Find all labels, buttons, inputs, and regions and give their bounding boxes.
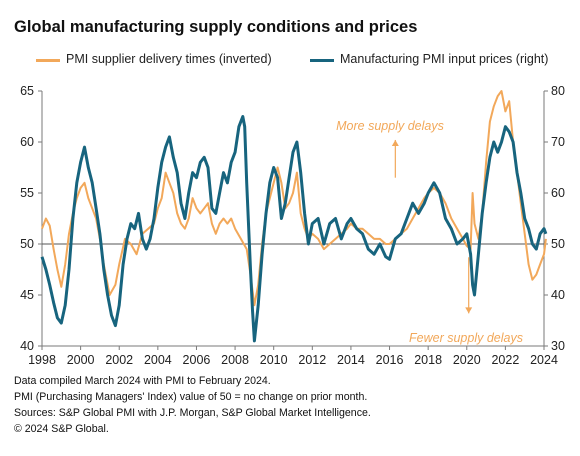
right-tick-label: 70 [551, 135, 565, 149]
right-tick-label: 40 [551, 288, 565, 302]
footnote-copyright: © 2024 S&P Global. [14, 423, 109, 435]
x-tick-label: 2012 [298, 353, 326, 367]
right-tick-label: 30 [551, 339, 565, 353]
left-tick-label: 65 [20, 84, 34, 98]
legend-swatch-supplier [36, 59, 60, 62]
x-tick-label: 2006 [183, 353, 211, 367]
right-tick-label: 50 [551, 237, 565, 251]
annotation-fewer-supply-delays: Fewer supply delays [409, 331, 523, 345]
left-tick-label: 60 [20, 135, 34, 149]
left-tick-label: 45 [20, 288, 34, 302]
right-tick-label: 80 [551, 84, 565, 98]
legend-label-prices: Manufacturing PMI input prices (right) [340, 52, 549, 66]
footnote-compiled: Data compiled March 2024 with PMI to Feb… [14, 375, 271, 387]
x-tick-label: 2002 [105, 353, 133, 367]
left-tick-label: 50 [20, 237, 34, 251]
chart-title: Global manufacturing supply conditions a… [14, 18, 418, 36]
legend-label-supplier: PMI supplier delivery times (inverted) [66, 52, 272, 66]
x-tick-label: 2004 [144, 353, 172, 367]
footnote-sources: Sources: S&P Global PMI with J.P. Morgan… [14, 407, 371, 419]
annotation-arrowhead-down [465, 307, 473, 314]
x-tick-label: 2020 [453, 353, 481, 367]
x-tick-label: 2024 [530, 353, 558, 367]
x-tick-label: 2022 [491, 353, 519, 367]
left-tick-label: 40 [20, 339, 34, 353]
footnote-pmi-definition: PMI (Purchasing Managers' Index) value o… [14, 391, 368, 403]
series-line-input-prices [40, 115, 548, 343]
annotation-more-supply-delays: More supply delays [336, 119, 444, 133]
x-tick-label: 2008 [221, 353, 249, 367]
x-tick-label: 1998 [28, 353, 56, 367]
right-tick-label: 60 [551, 186, 565, 200]
x-tick-label: 2018 [414, 353, 442, 367]
annotation-arrowhead-up [391, 139, 399, 146]
x-tick-label: 2010 [260, 353, 288, 367]
x-tick-label: 2014 [337, 353, 365, 367]
left-tick-label: 55 [20, 186, 34, 200]
x-tick-label: 2016 [376, 353, 404, 367]
legend-swatch-prices [310, 59, 334, 62]
series-line-supplier-delivery-times [41, 90, 547, 307]
x-tick-label: 2000 [67, 353, 95, 367]
footnotes: Data compiled March 2024 with PMI to Feb… [14, 373, 371, 437]
